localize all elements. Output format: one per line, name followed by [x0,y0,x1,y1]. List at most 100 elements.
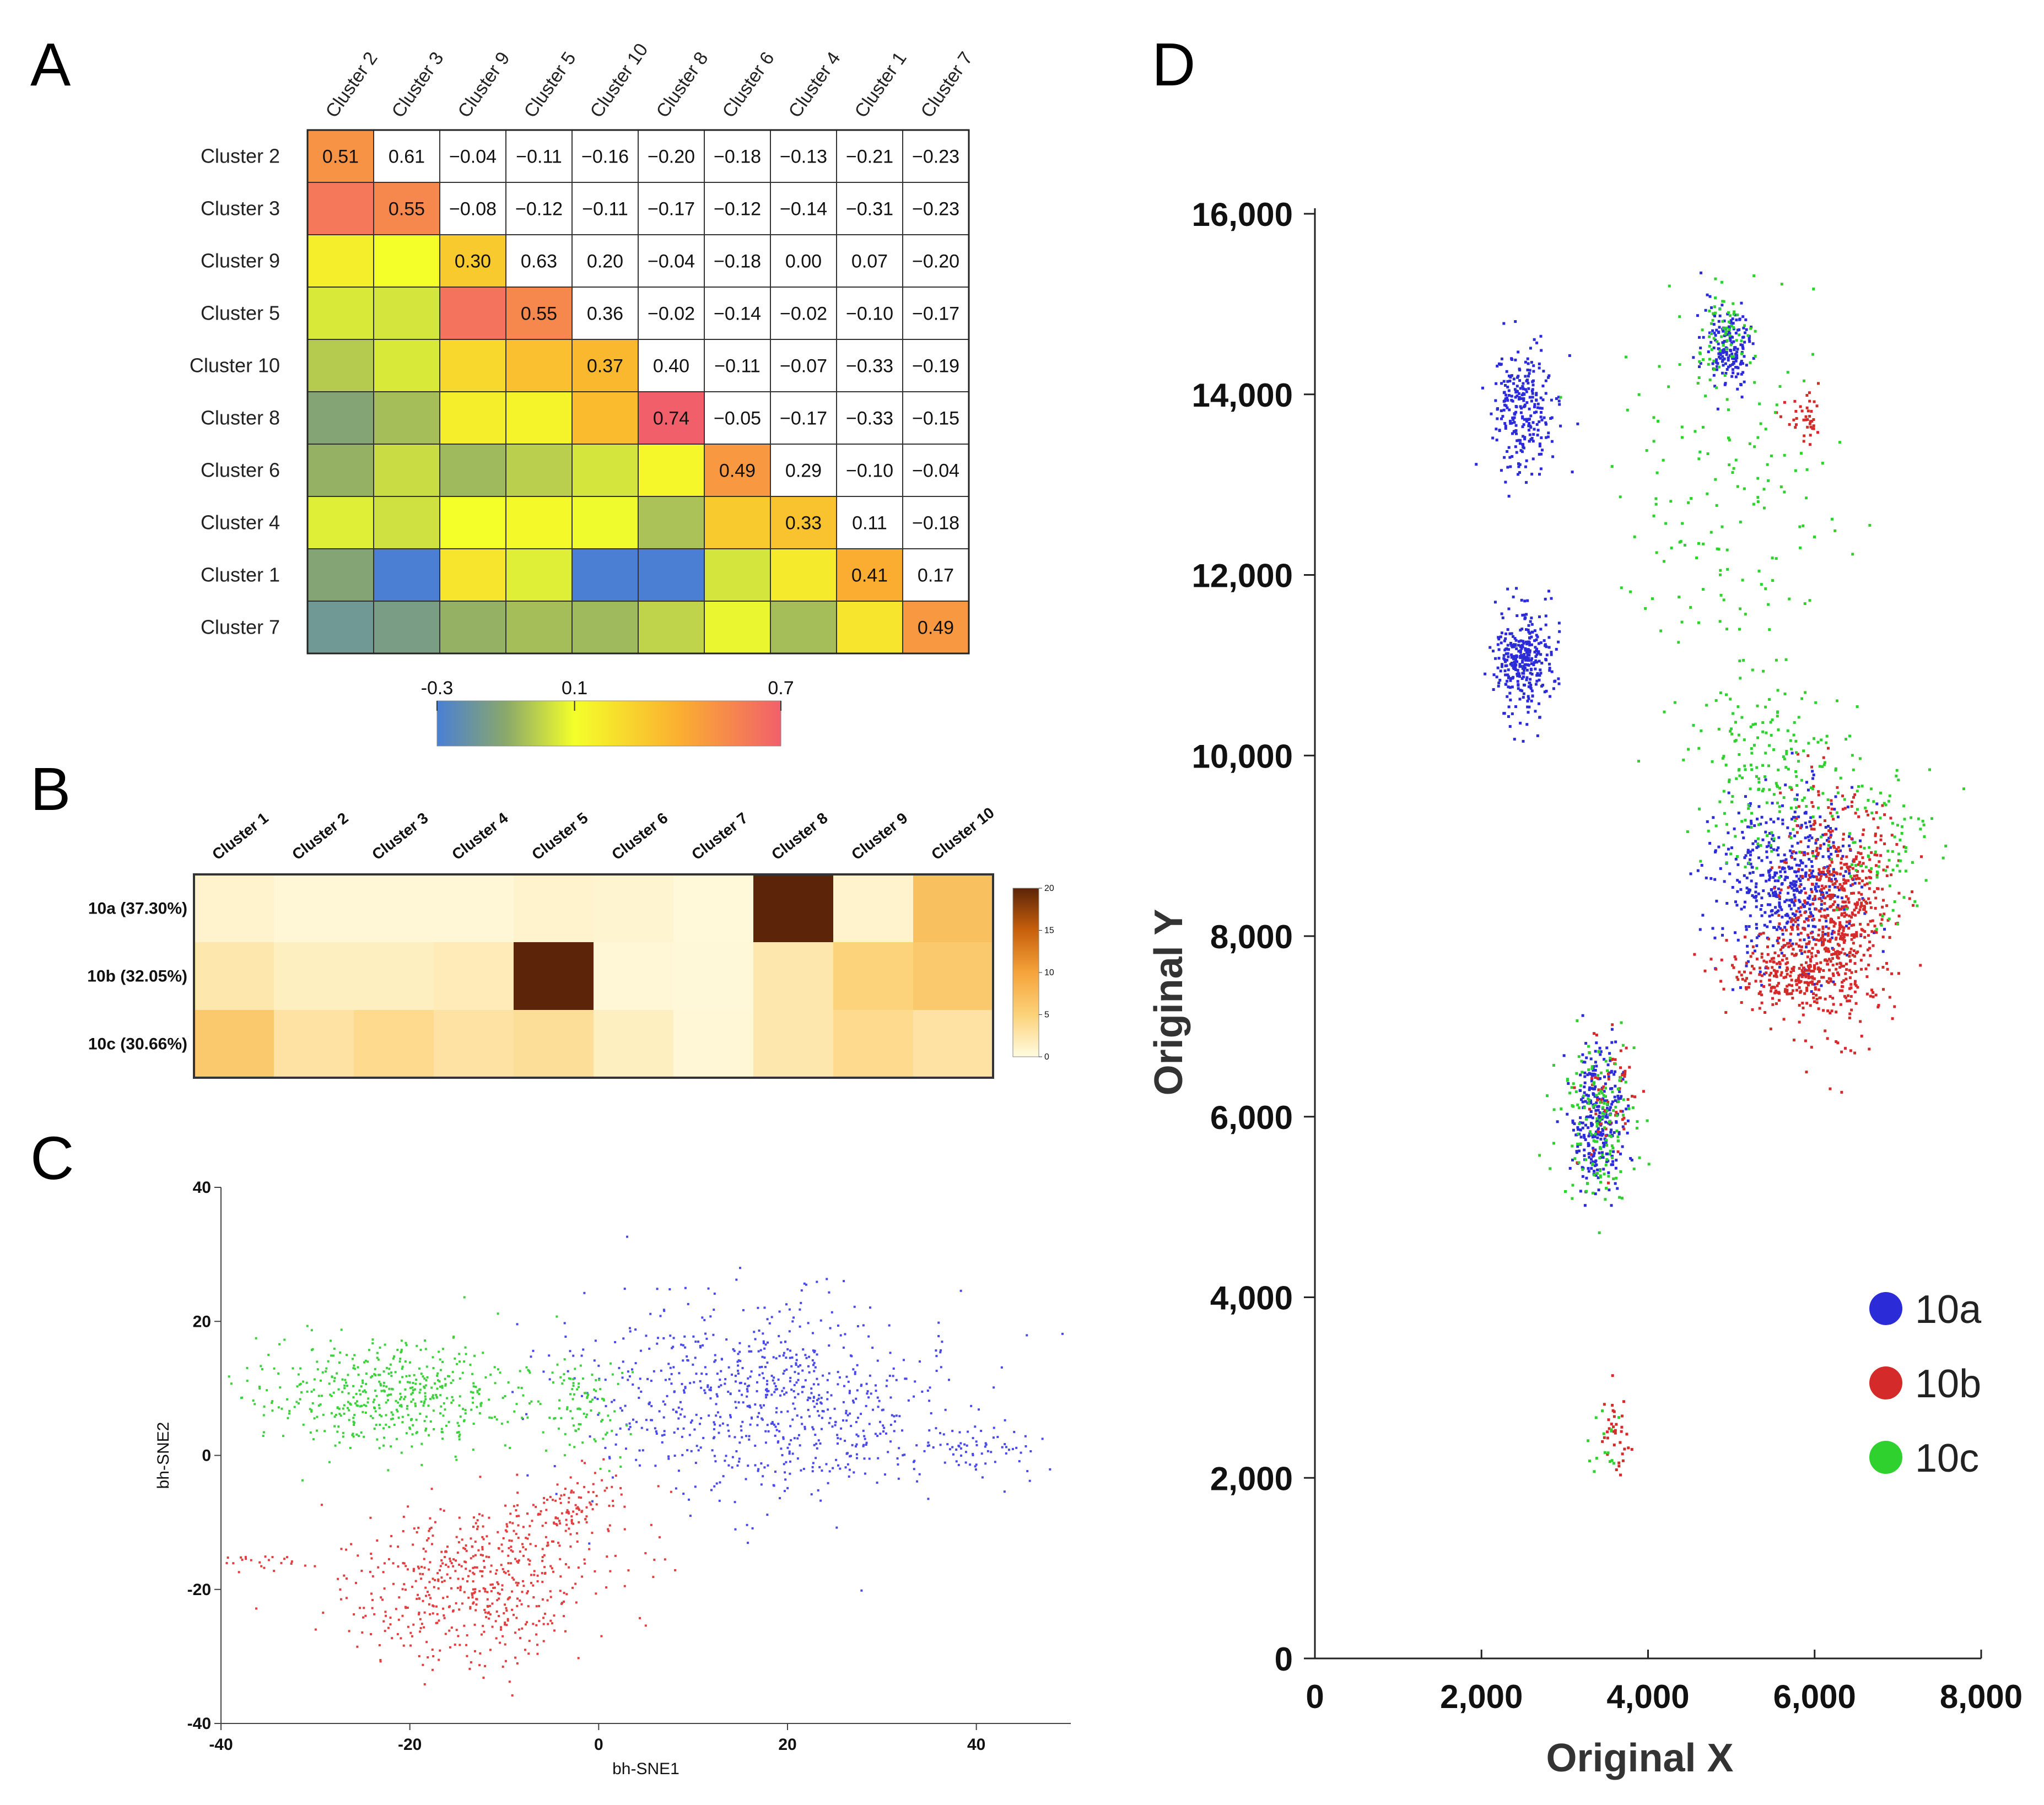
row-label: Cluster 2 [201,145,280,167]
data-point [1535,634,1538,637]
data-point [521,1418,524,1420]
heatmap-cell [505,287,573,340]
data-point [1589,1114,1593,1117]
data-point [1735,318,1738,322]
data-point [785,1461,788,1463]
data-point [339,1588,342,1591]
data-point [1793,954,1796,957]
data-point [517,1559,520,1562]
data-point [1822,887,1826,890]
heatmap-cell [373,234,440,288]
data-point [488,1398,490,1401]
data-point [1807,965,1810,969]
data-point [1873,853,1876,856]
data-point [261,1368,263,1370]
data-point [1823,909,1826,912]
data-point [1835,1040,1838,1044]
data-point [360,1385,363,1388]
data-point [984,1442,987,1445]
data-point [662,1416,665,1419]
data-point [1530,361,1533,364]
data-point [401,1415,404,1418]
data-point [845,1419,848,1422]
data-point [682,1359,684,1362]
data-point [819,1401,822,1404]
data-point [1824,997,1827,1001]
cell-value-label: −0.13 [780,147,827,167]
data-point [1853,1051,1857,1055]
data-point [1819,889,1822,893]
data-point [1513,430,1516,433]
data-point [1724,1011,1728,1014]
data-point [1802,1006,1805,1009]
data-point [1608,1052,1611,1055]
data-point [756,1390,758,1392]
data-point [1832,980,1835,983]
data-point [1778,866,1781,869]
data-point [762,1332,764,1335]
data-point [446,1573,449,1576]
data-point [604,1379,607,1381]
data-point [338,1441,341,1444]
data-point [1545,423,1548,426]
data-point [568,1527,570,1530]
data-point [1808,894,1811,898]
data-point [1826,907,1829,911]
data-point [593,1359,596,1362]
data-point [975,1444,978,1446]
data-point [1861,879,1864,883]
data-point [434,1521,436,1523]
data-point [479,1570,482,1572]
data-point [499,1641,501,1644]
data-point [424,1550,427,1553]
data-point [1824,958,1827,961]
data-point [1518,663,1522,666]
data-point [526,1621,528,1624]
data-point [766,1380,769,1382]
data-point [951,1446,954,1449]
data-point [796,1437,799,1440]
data-point [1806,933,1810,937]
data-point [377,1566,380,1569]
data-point [1813,828,1816,831]
data-point [560,1494,563,1497]
data-point [493,1415,496,1418]
data-point [814,1434,817,1436]
data-point [1531,379,1535,382]
data-point [748,1406,751,1409]
data-point [1504,652,1508,655]
data-point [1881,950,1885,953]
data-point [315,1429,318,1432]
data-point [579,1423,582,1425]
data-point [772,1379,774,1382]
row-label: Cluster 4 [201,511,280,534]
data-point [424,1429,427,1432]
data-point [1515,654,1518,657]
data-point [1547,646,1551,649]
data-point [1581,1100,1584,1104]
data-point [1878,860,1881,863]
data-point [407,1505,409,1508]
data-point [918,1360,921,1363]
data-point [379,1382,382,1385]
data-point [524,1623,527,1626]
data-point [1589,1101,1593,1105]
data-point [759,1404,762,1407]
data-point [1004,1419,1006,1422]
data-point [441,1386,444,1389]
data-point [262,1431,265,1434]
data-point [1759,874,1762,877]
data-point [1748,982,1751,985]
data-point [357,1366,359,1369]
data-point [1528,407,1531,410]
data-point [1826,959,1829,963]
data-point [1481,386,1484,390]
data-point [571,1586,574,1589]
data-point [1758,1007,1761,1010]
data-point [584,1518,587,1521]
data-point [571,1398,574,1401]
data-point [1804,1039,1807,1042]
data-point [1513,416,1516,419]
data-point [1579,1190,1582,1193]
data-point [372,1401,375,1403]
